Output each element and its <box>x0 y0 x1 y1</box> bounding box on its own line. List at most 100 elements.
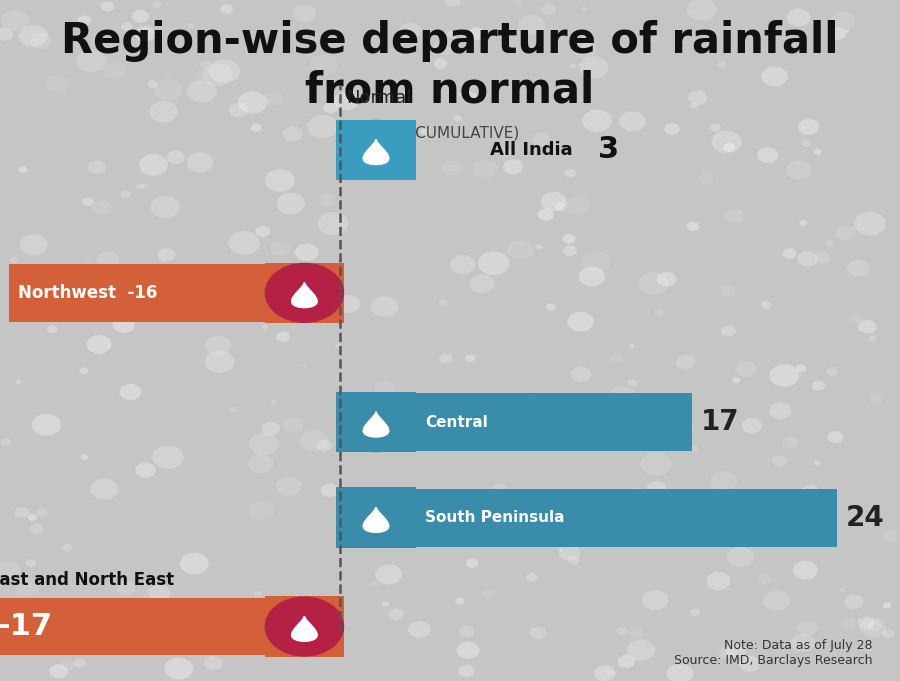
Circle shape <box>786 160 812 180</box>
Circle shape <box>220 4 233 14</box>
Circle shape <box>801 485 820 499</box>
Circle shape <box>47 326 58 334</box>
Circle shape <box>229 407 238 413</box>
Circle shape <box>468 27 486 41</box>
Circle shape <box>336 294 361 313</box>
Circle shape <box>152 445 184 469</box>
Circle shape <box>470 274 495 294</box>
Circle shape <box>559 85 577 99</box>
Circle shape <box>265 91 284 106</box>
Text: -17: -17 <box>0 612 52 641</box>
Circle shape <box>689 445 698 452</box>
Circle shape <box>628 627 644 639</box>
Circle shape <box>292 5 316 22</box>
Circle shape <box>76 49 106 72</box>
Circle shape <box>770 364 799 387</box>
Circle shape <box>818 522 829 529</box>
Circle shape <box>797 620 818 636</box>
Circle shape <box>626 488 649 506</box>
Circle shape <box>540 191 567 212</box>
Circle shape <box>626 639 655 661</box>
Circle shape <box>706 571 731 590</box>
Circle shape <box>454 597 464 605</box>
Circle shape <box>723 142 735 152</box>
Circle shape <box>687 221 699 232</box>
Circle shape <box>721 325 736 337</box>
Circle shape <box>295 243 319 262</box>
Circle shape <box>196 68 211 80</box>
Circle shape <box>202 63 233 86</box>
Circle shape <box>153 78 183 101</box>
Circle shape <box>310 54 338 76</box>
Circle shape <box>134 26 156 42</box>
Circle shape <box>458 665 475 678</box>
Circle shape <box>14 507 30 518</box>
Circle shape <box>858 616 875 630</box>
Circle shape <box>323 101 339 114</box>
Circle shape <box>571 366 591 382</box>
Circle shape <box>18 166 28 173</box>
Circle shape <box>90 478 119 500</box>
Circle shape <box>107 344 112 349</box>
Circle shape <box>623 410 632 417</box>
Circle shape <box>570 64 576 69</box>
Circle shape <box>270 288 300 311</box>
Circle shape <box>187 22 195 29</box>
Circle shape <box>554 202 567 211</box>
Circle shape <box>203 656 223 670</box>
Circle shape <box>9 257 19 264</box>
Circle shape <box>283 616 290 622</box>
Circle shape <box>79 367 88 375</box>
Circle shape <box>828 27 846 40</box>
Polygon shape <box>364 412 389 437</box>
Circle shape <box>606 669 614 676</box>
Circle shape <box>319 193 336 206</box>
Circle shape <box>307 114 338 138</box>
Circle shape <box>150 195 180 219</box>
Circle shape <box>80 454 89 460</box>
Circle shape <box>434 39 455 55</box>
Circle shape <box>30 523 44 535</box>
Circle shape <box>275 332 290 343</box>
Circle shape <box>760 301 771 309</box>
Polygon shape <box>364 507 389 533</box>
Circle shape <box>200 60 212 69</box>
Circle shape <box>239 616 262 633</box>
Circle shape <box>92 200 112 215</box>
Circle shape <box>619 111 646 131</box>
Circle shape <box>186 80 217 103</box>
Circle shape <box>103 61 126 79</box>
Circle shape <box>868 393 883 404</box>
Circle shape <box>135 462 156 478</box>
Circle shape <box>36 507 48 517</box>
Circle shape <box>147 80 158 88</box>
Circle shape <box>283 281 303 297</box>
Circle shape <box>711 130 742 153</box>
Circle shape <box>249 501 274 520</box>
Circle shape <box>139 154 168 176</box>
Circle shape <box>858 319 877 334</box>
Circle shape <box>835 225 856 240</box>
Circle shape <box>456 642 480 659</box>
Circle shape <box>120 190 131 199</box>
Circle shape <box>261 324 268 330</box>
Circle shape <box>676 354 696 369</box>
Circle shape <box>302 363 308 368</box>
Circle shape <box>491 484 508 496</box>
Circle shape <box>400 22 421 39</box>
Circle shape <box>435 417 460 436</box>
Circle shape <box>790 633 815 652</box>
Circle shape <box>831 12 856 30</box>
Circle shape <box>71 313 80 319</box>
Circle shape <box>250 123 262 132</box>
Circle shape <box>782 248 797 259</box>
Circle shape <box>719 284 735 297</box>
Circle shape <box>761 66 788 86</box>
Circle shape <box>719 647 736 660</box>
Circle shape <box>535 429 559 448</box>
Text: Normal: Normal <box>346 89 412 106</box>
Circle shape <box>787 8 811 27</box>
Circle shape <box>724 642 746 658</box>
Circle shape <box>77 15 92 26</box>
Circle shape <box>567 555 580 565</box>
